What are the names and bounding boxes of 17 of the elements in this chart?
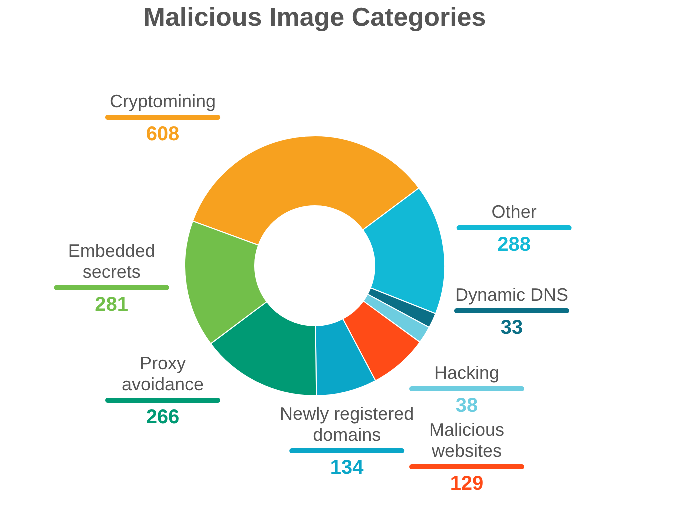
- data-label: 38: [456, 395, 478, 417]
- slice-label: Cryptomining: [110, 92, 216, 112]
- data-label: 266: [146, 406, 180, 429]
- data-label: 281: [95, 294, 129, 316]
- data-label: 608: [146, 124, 180, 146]
- slice-label: Other: [492, 202, 537, 222]
- slice-label: Newly registered domains: [280, 404, 414, 445]
- slice-label: Embedded secrets: [68, 240, 156, 282]
- chart-title: Malicious Image Categories: [144, 2, 486, 32]
- data-label: 134: [330, 457, 365, 479]
- slice-label: Dynamic DNS: [455, 285, 568, 305]
- data-label: 33: [500, 317, 524, 339]
- data-label: 288: [498, 234, 532, 256]
- slice-label: Proxy avoidance: [122, 354, 204, 395]
- data-label: 129: [450, 473, 484, 495]
- slice-label: Malicious websites: [429, 420, 505, 461]
- slice-label: Hacking: [434, 363, 500, 383]
